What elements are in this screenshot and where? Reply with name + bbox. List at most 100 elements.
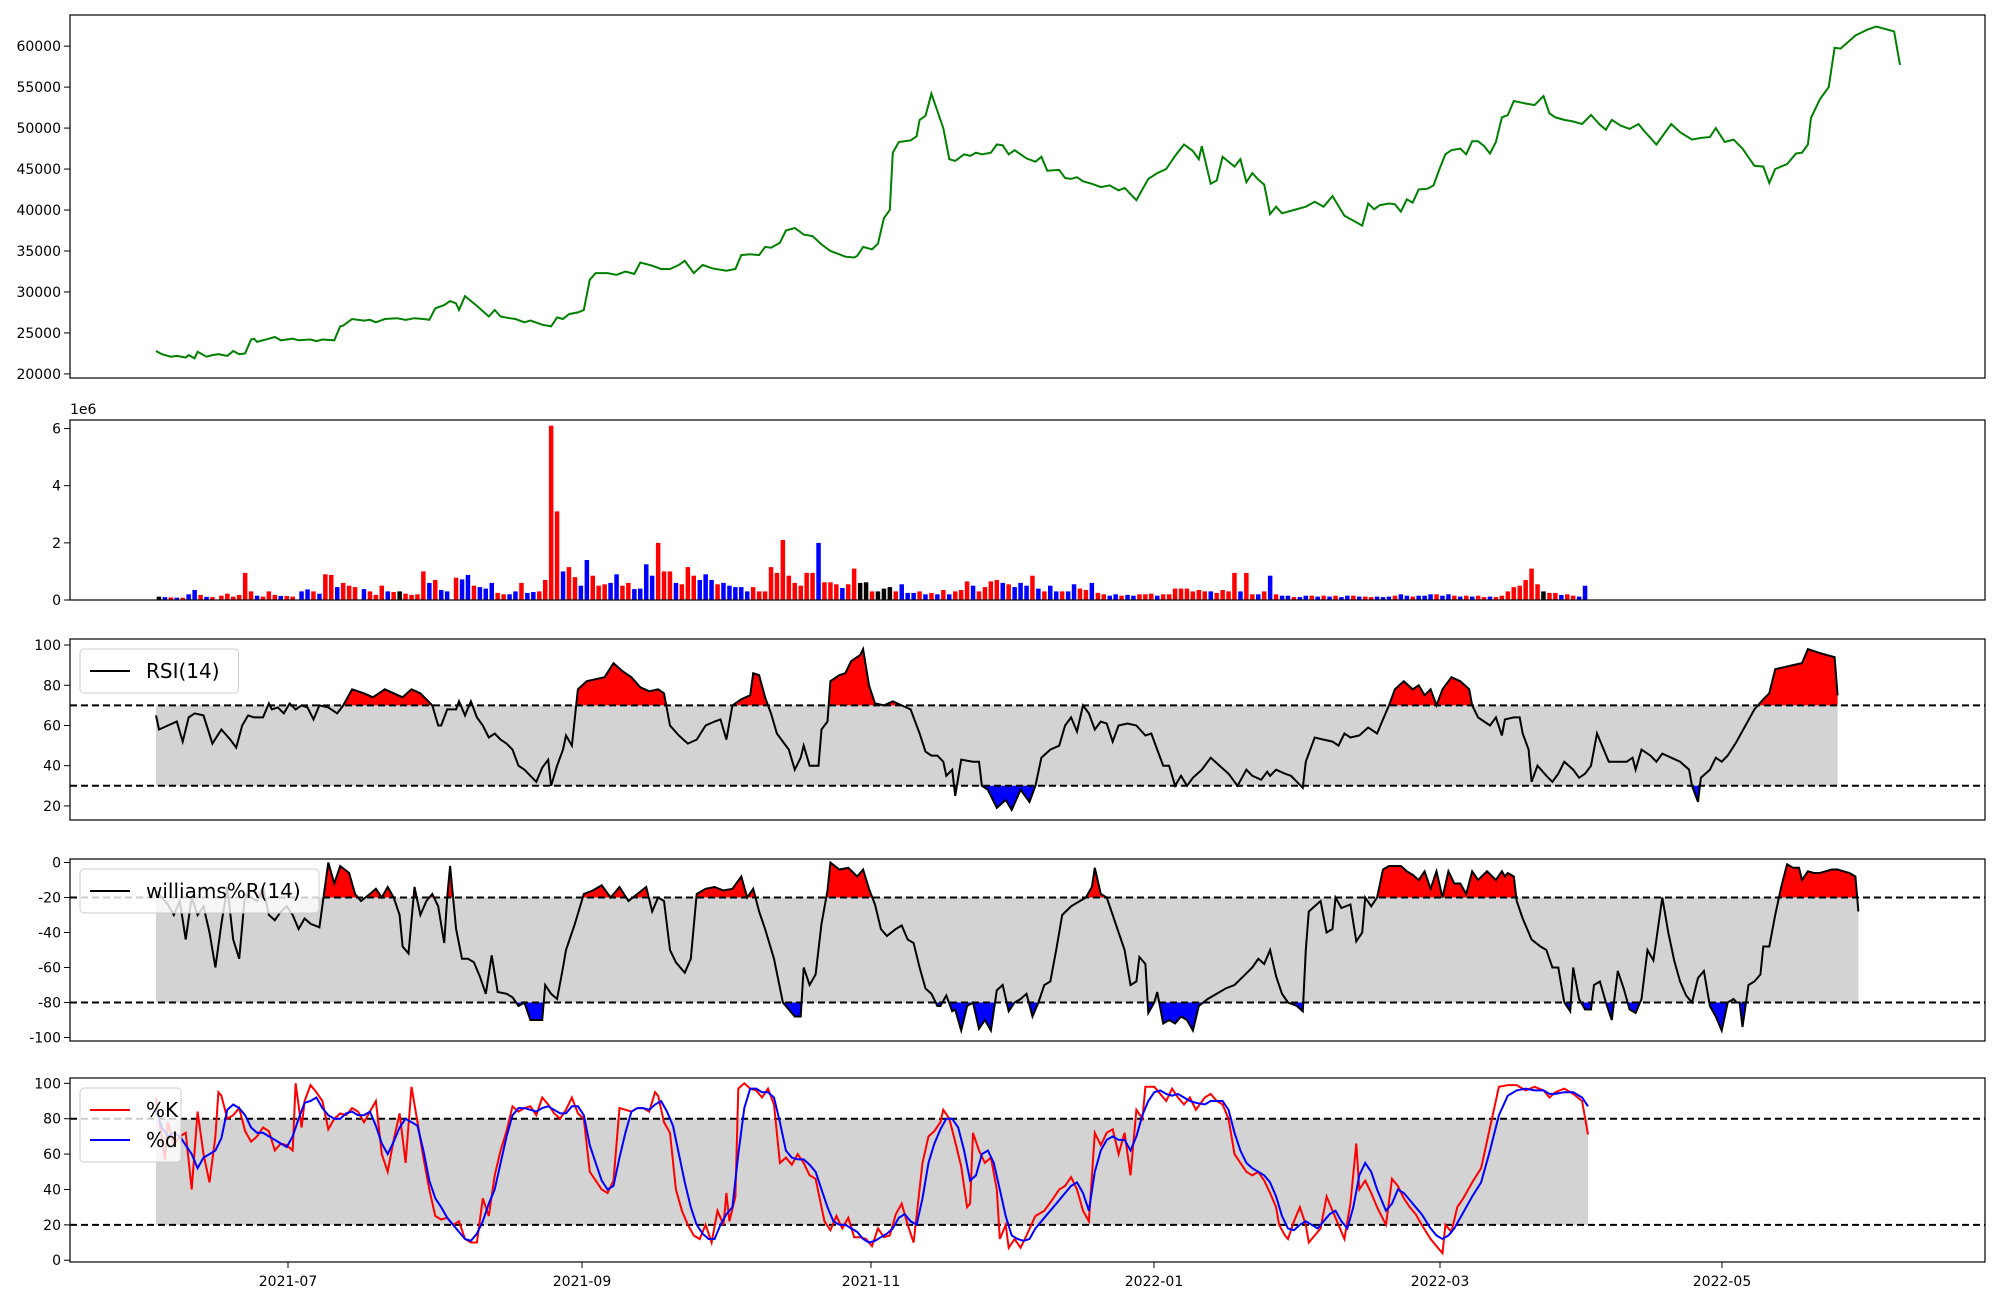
volume-bar bbox=[769, 567, 774, 600]
volume-bar bbox=[484, 589, 489, 600]
volume-bar bbox=[472, 586, 477, 600]
volume-bar bbox=[1553, 593, 1558, 600]
volume-bar bbox=[1125, 595, 1130, 600]
volume-bar bbox=[995, 580, 1000, 600]
y-tick-label: 35000 bbox=[16, 244, 61, 260]
y-tick-label: 45000 bbox=[16, 162, 61, 178]
volume-bar bbox=[680, 584, 685, 600]
volume-bar bbox=[225, 594, 230, 600]
volume-bar bbox=[810, 573, 815, 600]
volume-bar bbox=[1310, 596, 1315, 600]
volume-bar bbox=[1583, 586, 1588, 600]
volume-bar bbox=[929, 593, 934, 600]
volume-bar bbox=[1191, 591, 1196, 600]
volume-bar bbox=[1333, 596, 1338, 600]
volume-bar bbox=[353, 587, 358, 600]
volume-bar bbox=[1529, 569, 1534, 600]
volume-bar bbox=[1416, 596, 1421, 600]
volume-bar bbox=[1304, 596, 1309, 600]
volume-bar bbox=[243, 573, 248, 600]
volume-bar bbox=[1185, 589, 1190, 600]
volume-bar bbox=[804, 573, 809, 600]
volume-bar bbox=[1286, 596, 1291, 600]
volume-bar bbox=[686, 567, 691, 600]
x-tick-label: 2021-11 bbox=[842, 1274, 901, 1290]
x-tick-label: 2022-05 bbox=[1693, 1274, 1752, 1290]
volume-bar bbox=[579, 586, 584, 600]
volume-bar bbox=[585, 560, 590, 600]
legend-label: RSI(14) bbox=[146, 659, 220, 683]
y-tick-label: 20 bbox=[43, 1218, 61, 1234]
legend-label: williams%R(14) bbox=[146, 879, 301, 903]
volume-bar bbox=[1001, 583, 1006, 600]
volume-bar bbox=[1161, 594, 1166, 600]
legend-label: %K bbox=[146, 1098, 179, 1122]
volume-bar bbox=[900, 584, 905, 600]
volume-bar bbox=[721, 583, 726, 600]
y-tick-label: 40000 bbox=[16, 203, 61, 219]
volume-bar bbox=[555, 511, 560, 600]
volume-bar bbox=[1547, 593, 1552, 600]
volume-bar bbox=[198, 595, 203, 600]
volume-bar bbox=[864, 582, 869, 600]
volume-bar bbox=[1090, 583, 1095, 600]
y-tick-label: -20 bbox=[38, 891, 61, 907]
x-tick-label: 2021-07 bbox=[259, 1274, 318, 1290]
volume-bar bbox=[1345, 596, 1350, 600]
y-tick-label: 25000 bbox=[16, 326, 61, 342]
volume-bar bbox=[977, 591, 982, 600]
y-tick-label: -100 bbox=[29, 1031, 61, 1047]
volume-bar bbox=[561, 571, 566, 600]
volume-bar bbox=[1321, 596, 1326, 600]
x-tick-label: 2022-01 bbox=[1125, 1274, 1184, 1290]
y-tick-label: 2 bbox=[52, 536, 61, 552]
volume-bar bbox=[537, 591, 542, 600]
volume-bar bbox=[876, 591, 881, 600]
volume-bar bbox=[1119, 596, 1124, 600]
volume-bar bbox=[192, 590, 197, 600]
volume-bar bbox=[1256, 594, 1261, 600]
volume-bar bbox=[858, 583, 863, 600]
volume-bar bbox=[1541, 591, 1546, 600]
volume-bar bbox=[1464, 596, 1469, 600]
y-tick-label: 100 bbox=[34, 638, 61, 654]
volume-bar bbox=[1060, 591, 1065, 600]
y-tick-label: 20000 bbox=[16, 367, 61, 383]
volume-bar bbox=[989, 581, 994, 600]
volume-bar bbox=[1351, 596, 1356, 600]
volume-bar bbox=[1238, 591, 1243, 600]
volume-bar bbox=[626, 583, 631, 600]
volume-bar bbox=[1024, 586, 1029, 600]
volume-bar bbox=[1030, 576, 1035, 600]
volume-bar bbox=[415, 594, 420, 600]
panel-background bbox=[70, 420, 1985, 600]
volume-bar bbox=[781, 540, 786, 600]
volume-bar bbox=[745, 591, 750, 600]
volume-bar bbox=[1203, 591, 1208, 600]
volume-bar bbox=[1405, 596, 1410, 600]
volume-bar bbox=[644, 564, 649, 600]
volume-bar bbox=[709, 580, 714, 600]
volume-bar bbox=[602, 584, 607, 600]
volume-bar bbox=[1102, 594, 1107, 600]
volume-bar bbox=[799, 586, 804, 600]
volume-bar bbox=[698, 580, 703, 600]
volume-bar bbox=[305, 589, 310, 600]
volume-bar bbox=[1262, 591, 1267, 600]
volume-bar bbox=[335, 587, 340, 600]
volume-bar bbox=[662, 571, 667, 600]
volume-bar bbox=[255, 596, 259, 600]
volume-bar bbox=[567, 567, 572, 600]
y-tick-label: 40 bbox=[43, 1182, 61, 1198]
volume-bar bbox=[751, 587, 756, 600]
volume-bar bbox=[971, 586, 976, 600]
volume-bar bbox=[1434, 594, 1439, 600]
volume-bar bbox=[911, 593, 916, 600]
volume-bar bbox=[608, 583, 613, 600]
volume-bar bbox=[935, 594, 940, 600]
volume-bar bbox=[1268, 576, 1273, 600]
y-tick-label: 30000 bbox=[16, 285, 61, 301]
volume-bar bbox=[1446, 594, 1451, 600]
volume-bar bbox=[888, 587, 893, 600]
